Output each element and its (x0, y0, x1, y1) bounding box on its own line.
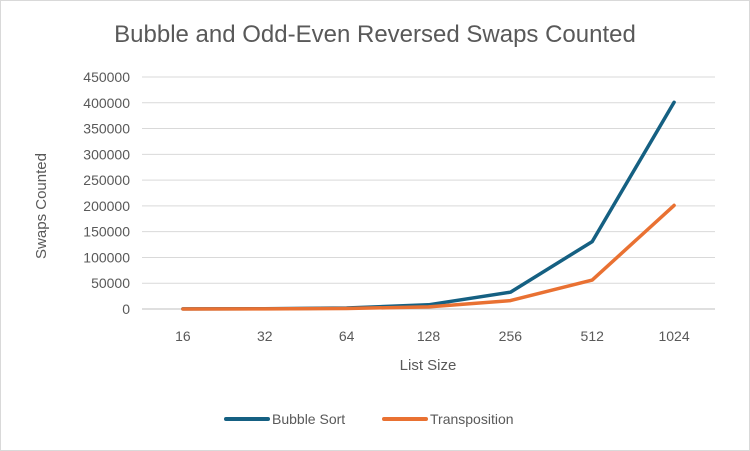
y-tick-label: 450000 (83, 69, 130, 85)
y-tick-label: 0 (122, 301, 130, 317)
legend: Bubble Sort Transposition (224, 411, 514, 427)
series-line-transposition (181, 203, 676, 311)
legend-label: Bubble Sort (272, 411, 345, 427)
gridlines (142, 76, 715, 310)
y-axis-ticks: 0 50000 100000 150000 200000 250000 300000 3500… (83, 69, 130, 317)
y-tick-label: 100000 (83, 249, 130, 265)
y-axis-title: Swaps Counted (33, 153, 50, 259)
y-tick-label: 350000 (83, 121, 130, 137)
x-tick-label: 16 (175, 328, 191, 344)
x-tick-label: 256 (499, 328, 523, 344)
chart-title: Bubble and Odd-Even Reversed Swaps Count… (114, 21, 636, 48)
x-tick-label: 64 (339, 328, 355, 344)
legend-label: Transposition (430, 411, 514, 427)
x-tick-label: 32 (257, 328, 273, 344)
x-tick-label: 512 (581, 328, 605, 344)
y-tick-label: 150000 (83, 224, 130, 240)
x-tick-label: 128 (417, 328, 441, 344)
y-tick-label: 200000 (83, 198, 130, 214)
y-tick-label: 400000 (83, 95, 130, 111)
x-tick-label: 1024 (658, 328, 689, 344)
y-tick-label: 50000 (91, 275, 130, 291)
x-axis-title: List Size (400, 357, 457, 374)
y-tick-label: 250000 (83, 172, 130, 188)
y-tick-label: 300000 (83, 146, 130, 162)
x-axis-ticks: 16 32 64 128 256 512 1024 (175, 328, 690, 344)
series-lines (181, 100, 676, 311)
